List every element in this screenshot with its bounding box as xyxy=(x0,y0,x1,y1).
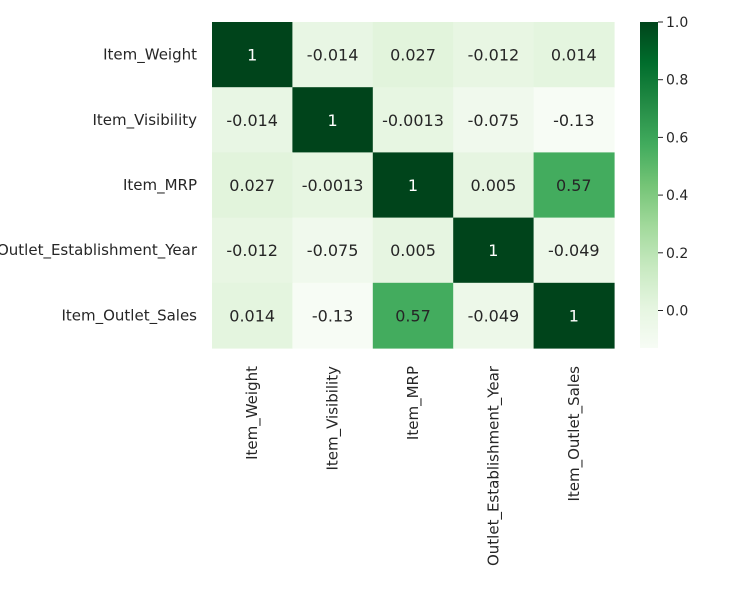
column-tick-label: Item_MRP xyxy=(404,366,423,440)
cell-value-label: 0.57 xyxy=(556,176,592,195)
heatmap-cell xyxy=(292,217,374,284)
colorbar: 0.0 0.2 0.4 0.6 0.8 1.0 xyxy=(640,15,688,348)
cell-value-label: 1 xyxy=(569,306,579,325)
cell-value-label: 1 xyxy=(328,111,338,130)
row-tick-label: Item_Visibility xyxy=(92,111,197,130)
heatmap-cell xyxy=(453,152,535,219)
heatmap-cell xyxy=(292,282,374,349)
row-tick-label: Item_MRP xyxy=(123,176,197,195)
heatmap-cell xyxy=(212,87,293,153)
row-tick-label: Outlet_Establishment_Year xyxy=(0,241,198,260)
cell-value-label: 1 xyxy=(247,46,257,65)
colorbar-tick-label: 0.8 xyxy=(666,73,688,89)
cell-value-label: 0.005 xyxy=(390,241,436,260)
colorbar-ticks: 0.0 0.2 0.4 0.6 0.8 1.0 xyxy=(658,15,688,319)
cell-value-label: -0.13 xyxy=(553,111,594,130)
column-tick-label: Item_Weight xyxy=(243,366,262,460)
row-labels: Item_Weight Item_Visibility Item_MRP Outlet… xyxy=(0,46,198,326)
heatmap-cell xyxy=(212,282,293,349)
cell-value-label: -0.012 xyxy=(468,46,520,65)
heatmap-cell xyxy=(212,217,293,284)
heatmap-cell xyxy=(372,217,454,284)
heatmap-cell xyxy=(533,217,615,284)
heatmap-cell xyxy=(372,22,454,88)
heatmap-cell xyxy=(453,22,535,88)
row-tick-label: Item_Outlet_Sales xyxy=(61,306,197,325)
cell-value-label: 0.57 xyxy=(395,306,431,325)
cell-value-label: 1 xyxy=(408,176,418,195)
colorbar-tick-label: 1.0 xyxy=(666,15,688,31)
cell-value-label: -0.049 xyxy=(468,306,520,325)
cell-value-label: 0.014 xyxy=(551,46,597,65)
cell-value-label: 0.027 xyxy=(229,176,275,195)
heatmap-cell xyxy=(212,152,293,219)
cell-value-label: -0.014 xyxy=(307,46,359,65)
column-tick-label: Item_Visibility xyxy=(324,366,343,471)
heatmap-cell xyxy=(292,152,374,219)
cell-value-label: -0.049 xyxy=(548,241,600,260)
column-tick-label: Outlet_Establishment_Year xyxy=(484,365,503,566)
heatmap-cell xyxy=(533,282,615,349)
heatmap-cell xyxy=(533,22,615,88)
colorbar-tick-label: 0.0 xyxy=(666,303,688,319)
heatmap-cell xyxy=(372,282,454,349)
cell-value-label: -0.014 xyxy=(226,111,278,130)
heatmap-cell xyxy=(453,217,535,284)
colorbar-tick-label: 0.4 xyxy=(666,188,688,204)
colorbar-tick-label: 0.2 xyxy=(666,246,688,262)
heatmap-cell xyxy=(292,87,374,153)
cell-value-label: -0.012 xyxy=(226,241,278,260)
heatmap-cell xyxy=(372,87,454,153)
heatmap-cell xyxy=(212,22,293,88)
heatmap-cell xyxy=(533,152,615,219)
cell-value-label: -0.075 xyxy=(468,111,520,130)
heatmap-cell xyxy=(292,22,374,88)
column-tick-label: Item_Outlet_Sales xyxy=(565,366,584,502)
cell-value-label: 1 xyxy=(488,241,498,260)
heatmap-cells: 1 -0.014 0.027 -0.012 0.014 -0.014 1 -0.0013 -0.… xyxy=(212,22,615,349)
cell-value-label: -0.075 xyxy=(307,241,359,260)
colorbar-gradient xyxy=(640,22,658,348)
cell-value-label: 0.027 xyxy=(390,46,436,65)
heatmap-cell xyxy=(372,152,454,219)
heatmap-cell xyxy=(533,87,615,153)
cell-value-label: 0.005 xyxy=(470,176,516,195)
colorbar-tick-label: 0.6 xyxy=(666,130,688,146)
cell-value-label: -0.0013 xyxy=(382,111,444,130)
cell-value-label: 0.014 xyxy=(229,306,275,325)
heatmap-cell xyxy=(453,282,535,349)
cell-value-label: -0.0013 xyxy=(302,176,364,195)
column-labels: Item_Weight Item_Visibility Item_MRP Outlet… xyxy=(243,365,584,566)
cell-value-label: -0.13 xyxy=(312,306,353,325)
row-tick-label: Item_Weight xyxy=(103,46,197,65)
heatmap-cell xyxy=(453,87,535,153)
